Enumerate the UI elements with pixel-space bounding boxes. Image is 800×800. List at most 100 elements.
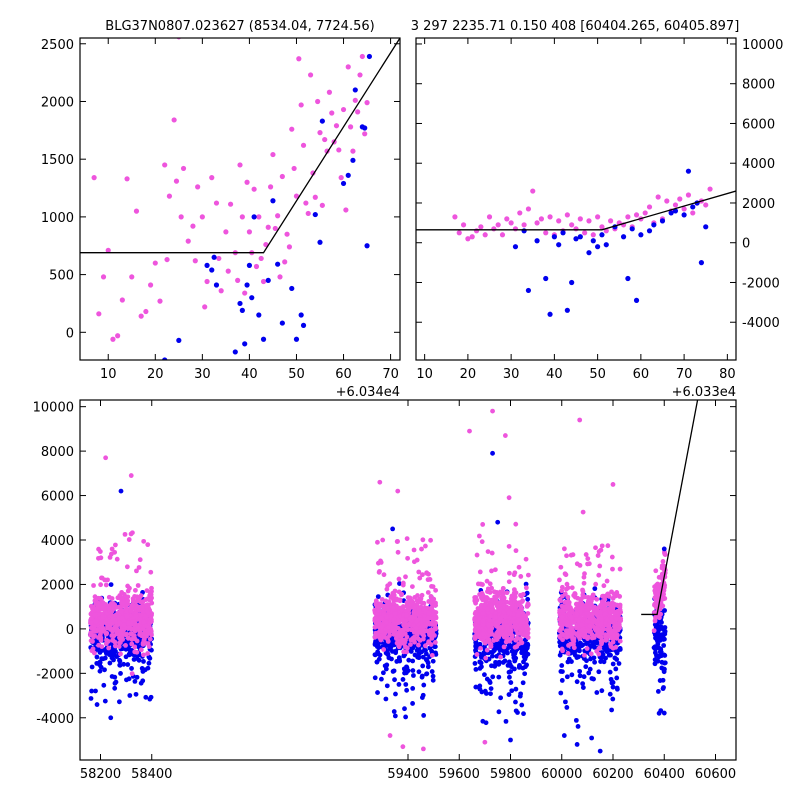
data-point-series_a bbox=[509, 688, 515, 694]
data-point-series_b bbox=[392, 611, 398, 617]
data-point-series_b bbox=[409, 584, 415, 590]
data-point-series_a bbox=[660, 637, 666, 642]
data-point-series_a bbox=[569, 279, 575, 286]
data-point-series_b bbox=[703, 202, 709, 208]
data-point-series_b bbox=[251, 186, 257, 192]
x-tick-label: 60600 bbox=[695, 767, 736, 782]
data-point-series_b bbox=[642, 210, 648, 216]
data-point-series_a bbox=[521, 711, 526, 717]
data-point-series_b bbox=[652, 618, 658, 624]
data-point-series_b bbox=[199, 214, 205, 220]
data-point-series_b bbox=[523, 624, 528, 630]
data-point-series_a bbox=[138, 680, 144, 686]
data-point-series_b bbox=[180, 165, 187, 172]
data-point-series_a bbox=[366, 53, 373, 60]
data-point-series_a bbox=[410, 686, 416, 691]
data-point-series_a bbox=[390, 526, 396, 532]
data-point-series_b bbox=[141, 538, 147, 544]
data-point-series_b bbox=[322, 136, 328, 143]
y-tick-label: 10000 bbox=[742, 38, 783, 53]
data-point-series_b bbox=[130, 530, 135, 536]
y-tick-label: 8000 bbox=[742, 78, 775, 93]
data-point-series_b bbox=[100, 625, 106, 631]
data-point-series_a bbox=[592, 639, 598, 644]
data-point-series_b bbox=[615, 632, 620, 638]
data-point-series_b bbox=[125, 620, 131, 626]
data-point-series_b bbox=[112, 542, 118, 548]
data-point-series_a bbox=[575, 647, 581, 653]
data-point-series_a bbox=[244, 282, 250, 288]
data-point-series_a bbox=[498, 695, 504, 701]
data-point-series_b bbox=[91, 626, 96, 632]
data-point-series_a bbox=[125, 662, 131, 667]
data-point-series_b bbox=[315, 98, 321, 105]
data-point-series_a bbox=[617, 647, 623, 652]
data-point-series_b bbox=[508, 220, 514, 226]
data-point-series_a bbox=[519, 650, 525, 656]
data-point-series_b bbox=[97, 632, 103, 638]
data-point-series_a bbox=[569, 672, 575, 678]
data-point-series_a bbox=[607, 669, 613, 675]
data-point-series_a bbox=[403, 714, 409, 720]
data-point-series_a bbox=[681, 212, 687, 218]
data-point-series_a bbox=[420, 663, 426, 669]
data-point-series_b bbox=[424, 628, 430, 634]
data-point-series_b bbox=[399, 637, 405, 643]
data-point-series_a bbox=[491, 648, 497, 654]
data-point-series_b bbox=[303, 200, 309, 206]
data-point-series_b bbox=[565, 631, 571, 636]
data-point-series_a bbox=[525, 596, 531, 602]
data-point-series_a bbox=[575, 724, 581, 729]
data-point-series_a bbox=[580, 685, 586, 690]
data-point-series_b bbox=[504, 624, 510, 630]
model-fit-line bbox=[416, 190, 736, 231]
data-point-series_a bbox=[421, 682, 427, 688]
data-point-series_b bbox=[270, 151, 276, 158]
data-point-series_b bbox=[602, 606, 608, 612]
data-point-series_b bbox=[137, 557, 143, 563]
data-point-series_b bbox=[141, 652, 146, 658]
data-point-series_b bbox=[564, 599, 570, 605]
data-point-series_b bbox=[569, 634, 574, 639]
data-point-series_a bbox=[565, 659, 571, 665]
top-left-title: BLG37N0807.023627 (8534.04, 7724.56) bbox=[105, 19, 374, 34]
data-point-series_b bbox=[479, 539, 485, 545]
data-point-series_b bbox=[423, 543, 428, 549]
data-point-series_b bbox=[590, 232, 596, 238]
y-tick-label: 6000 bbox=[41, 490, 74, 505]
data-point-series_a bbox=[517, 663, 522, 669]
data-point-series_a bbox=[652, 657, 658, 663]
data-point-series_b bbox=[284, 231, 290, 237]
x-tick-label: 60 bbox=[335, 367, 352, 382]
data-point-series_b bbox=[128, 473, 134, 478]
data-point-series_a bbox=[146, 660, 152, 666]
data-point-series_b bbox=[404, 612, 410, 618]
data-point-series_b bbox=[600, 593, 606, 599]
data-point-series_a bbox=[477, 665, 483, 671]
data-point-series_b bbox=[209, 175, 215, 181]
data-point-series_a bbox=[581, 674, 587, 680]
x-tick-label: 20 bbox=[147, 367, 164, 382]
data-point-series_b bbox=[513, 605, 519, 611]
data-point-series_b bbox=[277, 274, 283, 280]
data-point-series_a bbox=[703, 224, 709, 230]
data-point-series_b bbox=[430, 611, 436, 617]
data-point-series_b bbox=[112, 643, 118, 649]
data-point-series_b bbox=[467, 428, 472, 434]
data-point-series_b bbox=[432, 633, 437, 638]
data-point-series_a bbox=[204, 262, 210, 268]
data-point-series_a bbox=[424, 671, 430, 677]
data-point-series_a bbox=[520, 646, 526, 652]
data-point-series_b bbox=[352, 97, 358, 103]
model-fit-line bbox=[80, 38, 400, 254]
data-point-series_b bbox=[655, 584, 661, 589]
data-point-series_a bbox=[661, 652, 667, 658]
data-point-series_a bbox=[495, 660, 500, 666]
data-point-series_a bbox=[655, 689, 661, 694]
data-point-series_b bbox=[166, 193, 173, 199]
data-point-series_a bbox=[483, 691, 489, 696]
data-point-series_b bbox=[384, 602, 390, 608]
data-point-series_a bbox=[232, 349, 238, 355]
data-point-series_b bbox=[596, 572, 602, 578]
data-point-series_b bbox=[433, 626, 438, 632]
